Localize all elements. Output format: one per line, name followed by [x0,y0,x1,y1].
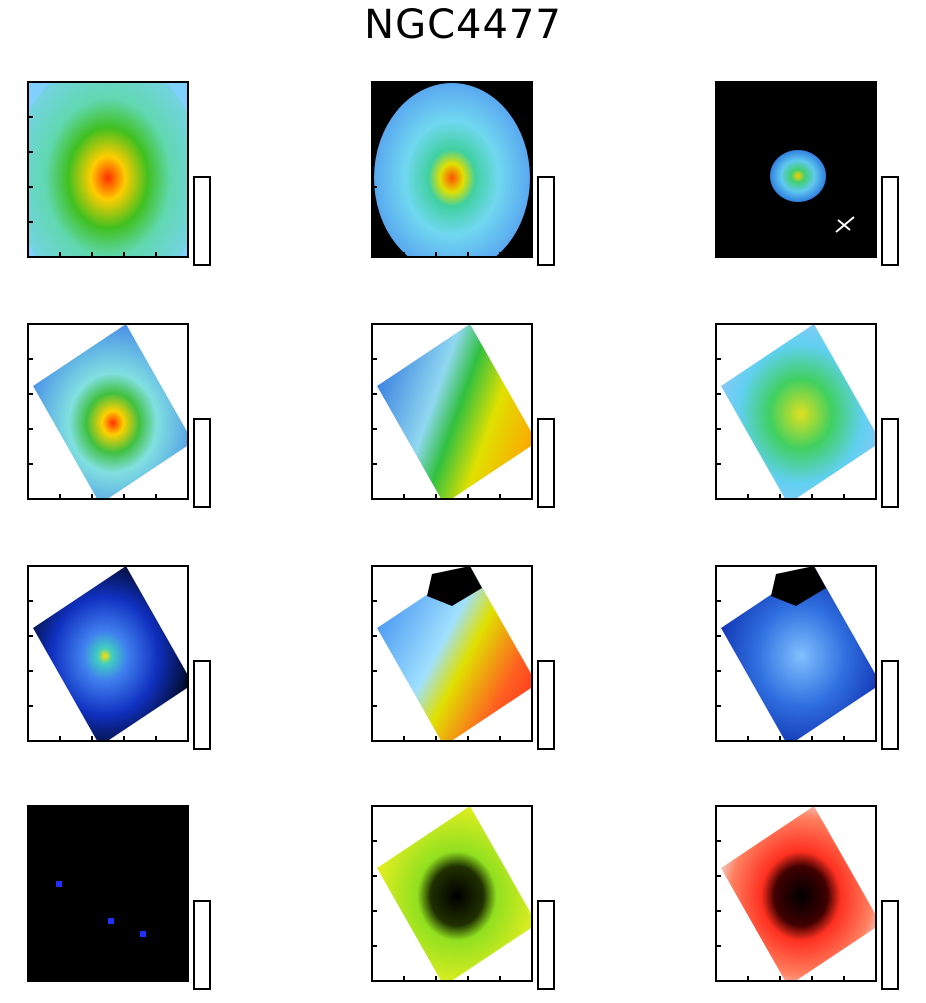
map-panel [715,81,899,266]
map-image [28,806,188,981]
map-frame [715,323,877,500]
map-frame [371,565,533,742]
map-blob [770,150,826,202]
colorbar [537,900,555,990]
map-panel [715,323,899,508]
map-panel [371,805,555,990]
artifact [835,216,855,233]
map-field [33,566,188,741]
map-image [28,566,188,741]
colorbar [537,660,555,750]
map-frame [715,81,877,258]
map-field [721,324,876,499]
map-frame [371,81,533,258]
map-panel [27,323,211,508]
map-image [372,806,532,981]
map-frame [371,323,533,500]
map-frame [371,805,533,982]
colorbar [537,176,555,266]
map-background [28,806,188,981]
map-field [721,806,876,981]
colorbar [881,176,899,266]
map-image [372,324,532,499]
map-panel [715,565,899,750]
map-frame [27,805,189,982]
map-frame [715,805,877,982]
map-frame [715,565,877,742]
map-image [372,82,532,257]
map-frame [27,565,189,742]
colorbar [193,176,211,266]
map-field [377,324,532,499]
map-pixel [56,881,62,887]
map-pixel [108,918,114,924]
artifact [837,219,851,231]
colorbar [881,900,899,990]
map-frame [27,323,189,500]
colorbar [881,660,899,750]
map-image [716,82,876,257]
colorbar [193,900,211,990]
map-field [721,566,876,741]
colorbar [881,418,899,508]
masked-region [771,566,826,606]
map-pixel [140,931,146,937]
colorbar [193,660,211,750]
map-panel [371,323,555,508]
colorbar [193,418,211,508]
colorbar [537,418,555,508]
map-panel [27,805,211,990]
map-blob [374,83,530,257]
masked-region [427,566,482,606]
map-image [716,324,876,499]
map-blob [28,82,188,257]
map-image [28,324,188,499]
map-field [377,806,532,981]
map-field [33,324,188,499]
figure-title: NGC4477 [364,2,562,48]
map-field [377,566,532,741]
map-panel [27,81,211,266]
map-frame [27,81,189,258]
map-image [716,806,876,981]
map-panel [27,565,211,750]
map-panel [715,805,899,990]
map-image [28,82,188,257]
map-image [716,566,876,741]
map-panel [371,81,555,266]
map-image [372,566,532,741]
map-panel [371,565,555,750]
